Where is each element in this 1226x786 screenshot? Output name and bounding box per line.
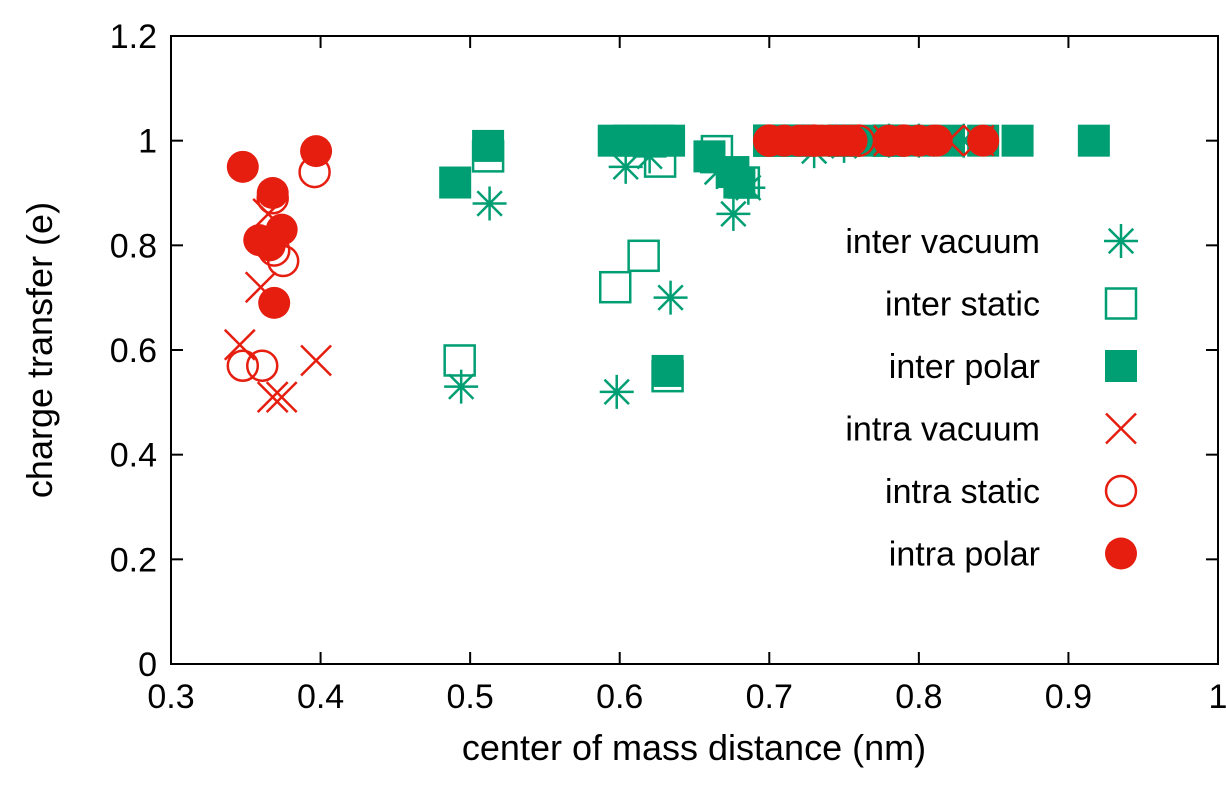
legend-entry: intra vacuum <box>845 411 1137 449</box>
data-point <box>226 150 259 183</box>
legend-label: intra polar <box>889 536 1040 574</box>
y-tick-label: 0 <box>138 646 157 684</box>
legend-marker <box>1104 474 1138 508</box>
data-point <box>651 354 684 387</box>
x-tick-label: 0.4 <box>297 678 344 716</box>
series-inter-static <box>443 124 906 393</box>
data-point <box>653 280 688 315</box>
legend-label: inter vacuum <box>845 223 1040 261</box>
y-tick-label: 0.6 <box>110 332 157 370</box>
y-tick-labels: 0 0.2 0.4 0.6 0.8 1 1.2 <box>110 18 157 684</box>
legend-marker <box>1105 412 1137 445</box>
legend-label: inter static <box>885 286 1040 324</box>
data-point <box>443 344 476 377</box>
data-point <box>258 286 291 319</box>
data-point <box>265 213 298 246</box>
data-point <box>245 349 279 382</box>
y-tick-label: 0.8 <box>110 227 157 265</box>
y-tick-label: 0.4 <box>110 437 157 475</box>
data-point <box>599 374 634 409</box>
x-axis-title: center of mass distance (nm) <box>462 727 926 768</box>
data-point <box>226 349 260 382</box>
plot-area <box>170 35 1219 665</box>
legend-label: intra vacuum <box>845 411 1040 449</box>
data-point <box>598 270 632 304</box>
legend-marker <box>1105 350 1137 382</box>
data-point <box>716 196 751 231</box>
legend-marker <box>1104 224 1138 258</box>
data-point <box>627 239 660 273</box>
series-intra-vacuum <box>223 124 995 413</box>
x-tick-label: 0.5 <box>447 678 494 716</box>
data-point <box>835 124 868 157</box>
data-point <box>1077 124 1110 157</box>
x-tick-label: 0.3 <box>147 678 194 716</box>
legend-marker <box>1104 287 1138 320</box>
data-marks <box>223 123 1110 413</box>
data-point <box>472 186 507 221</box>
legend-entry: inter polar <box>889 348 1137 386</box>
data-point <box>920 124 953 157</box>
legend-label: inter polar <box>889 348 1040 386</box>
x-tick-label: 1 <box>1209 678 1226 716</box>
data-point <box>223 328 256 361</box>
axis-ticks <box>171 36 1218 664</box>
x-tick-label: 0.9 <box>1045 678 1092 716</box>
data-point <box>300 135 333 168</box>
data-point <box>653 124 686 157</box>
legend-entry: intra polar <box>889 536 1137 574</box>
legend-entry: inter vacuum <box>845 223 1138 261</box>
y-axis-title: charge transfer (e) <box>19 202 60 498</box>
series-intra-polar <box>226 124 1000 319</box>
x-tick-label: 0.6 <box>596 678 643 716</box>
data-point <box>967 124 1000 157</box>
legend-label: intra static <box>885 473 1040 511</box>
data-point <box>300 344 332 377</box>
y-tick-label: 1 <box>138 123 157 161</box>
x-tick-label: 0.8 <box>895 678 942 716</box>
legend: inter vacuum inter static inter polar intra… <box>845 223 1138 574</box>
data-point <box>256 381 289 413</box>
data-point <box>439 166 472 199</box>
legend-entry: intra static <box>885 473 1138 511</box>
x-tick-labels: 0.3 0.4 0.5 0.6 0.7 0.8 0.9 1 <box>147 678 1226 716</box>
legend-entry: inter static <box>885 286 1138 324</box>
data-point <box>472 129 505 162</box>
data-point <box>256 177 289 209</box>
y-tick-label: 1.2 <box>110 18 157 56</box>
data-point <box>723 166 756 199</box>
legend-marker <box>1105 537 1137 570</box>
data-point <box>1001 124 1034 157</box>
x-tick-label: 0.7 <box>746 678 793 716</box>
data-point <box>265 381 298 413</box>
y-tick-label: 0.2 <box>110 541 157 579</box>
